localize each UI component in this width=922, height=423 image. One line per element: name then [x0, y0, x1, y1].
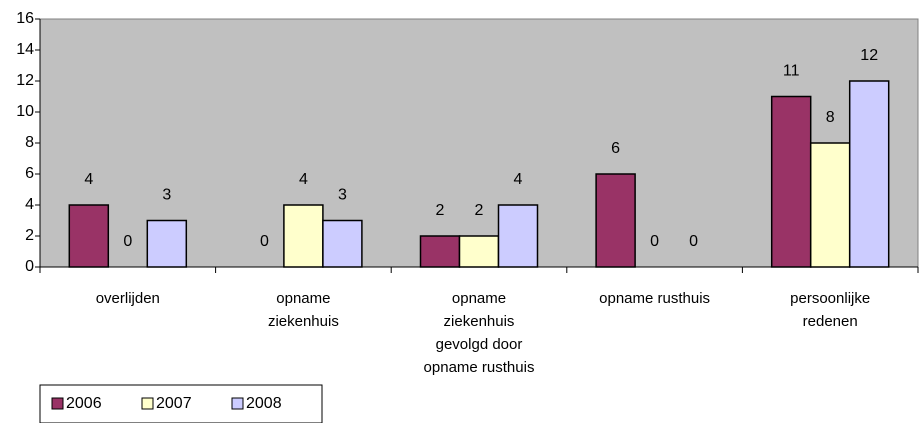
- bar: [770, 95, 812, 268]
- y-tick-label: 6: [25, 165, 34, 182]
- data-label: 4: [514, 171, 523, 188]
- y-tick-label: 16: [16, 10, 34, 27]
- data-label: 0: [123, 233, 132, 250]
- data-label: 0: [650, 233, 659, 250]
- bar: [146, 219, 188, 268]
- data-label: 8: [826, 109, 835, 126]
- y-tick-label: 4: [25, 196, 34, 213]
- data-label: 6: [611, 140, 620, 157]
- x-tick-label: persoonlijke redenen: [790, 290, 871, 330]
- legend-label: 2007: [156, 395, 192, 412]
- data-label: 0: [260, 233, 269, 250]
- data-label: 3: [162, 187, 171, 204]
- legend-label: 2006: [66, 395, 102, 412]
- y-tick-label: 0: [25, 258, 34, 275]
- data-label: 2: [436, 202, 445, 219]
- bar: [497, 204, 539, 268]
- bar: [809, 142, 851, 268]
- bar: [283, 204, 324, 268]
- y-tick-label: 2: [25, 227, 34, 244]
- bar: [458, 235, 500, 268]
- bar: [419, 235, 461, 268]
- bar: [322, 219, 363, 268]
- x-tick-label: overlijden: [95, 290, 160, 307]
- x-tick-label: opname ziekenhuis gevolgd door opname ru…: [423, 290, 535, 376]
- data-label: 0: [689, 233, 698, 250]
- legend-box: [39, 384, 323, 423]
- y-tick-label: 14: [16, 41, 34, 58]
- data-label: 12: [860, 47, 878, 64]
- legend-label: 2008: [246, 395, 282, 412]
- data-label: 11: [783, 63, 800, 80]
- data-label: 3: [338, 187, 347, 204]
- y-tick-label: 10: [16, 103, 34, 120]
- data-label: 4: [299, 171, 308, 188]
- x-tick-label: opname rusthuis: [599, 290, 711, 307]
- legend-swatch: [51, 397, 64, 410]
- y-tick-label: 8: [25, 134, 34, 151]
- legend-swatch: [231, 397, 244, 410]
- legend-swatch: [141, 397, 154, 410]
- bar: [848, 80, 890, 268]
- bar: [595, 173, 636, 268]
- x-tick-label: opname ziekenhuis: [267, 290, 339, 330]
- data-label: 2: [475, 202, 484, 219]
- y-tick-label: 12: [16, 72, 34, 89]
- bar: [68, 204, 110, 268]
- data-label: 4: [84, 171, 93, 188]
